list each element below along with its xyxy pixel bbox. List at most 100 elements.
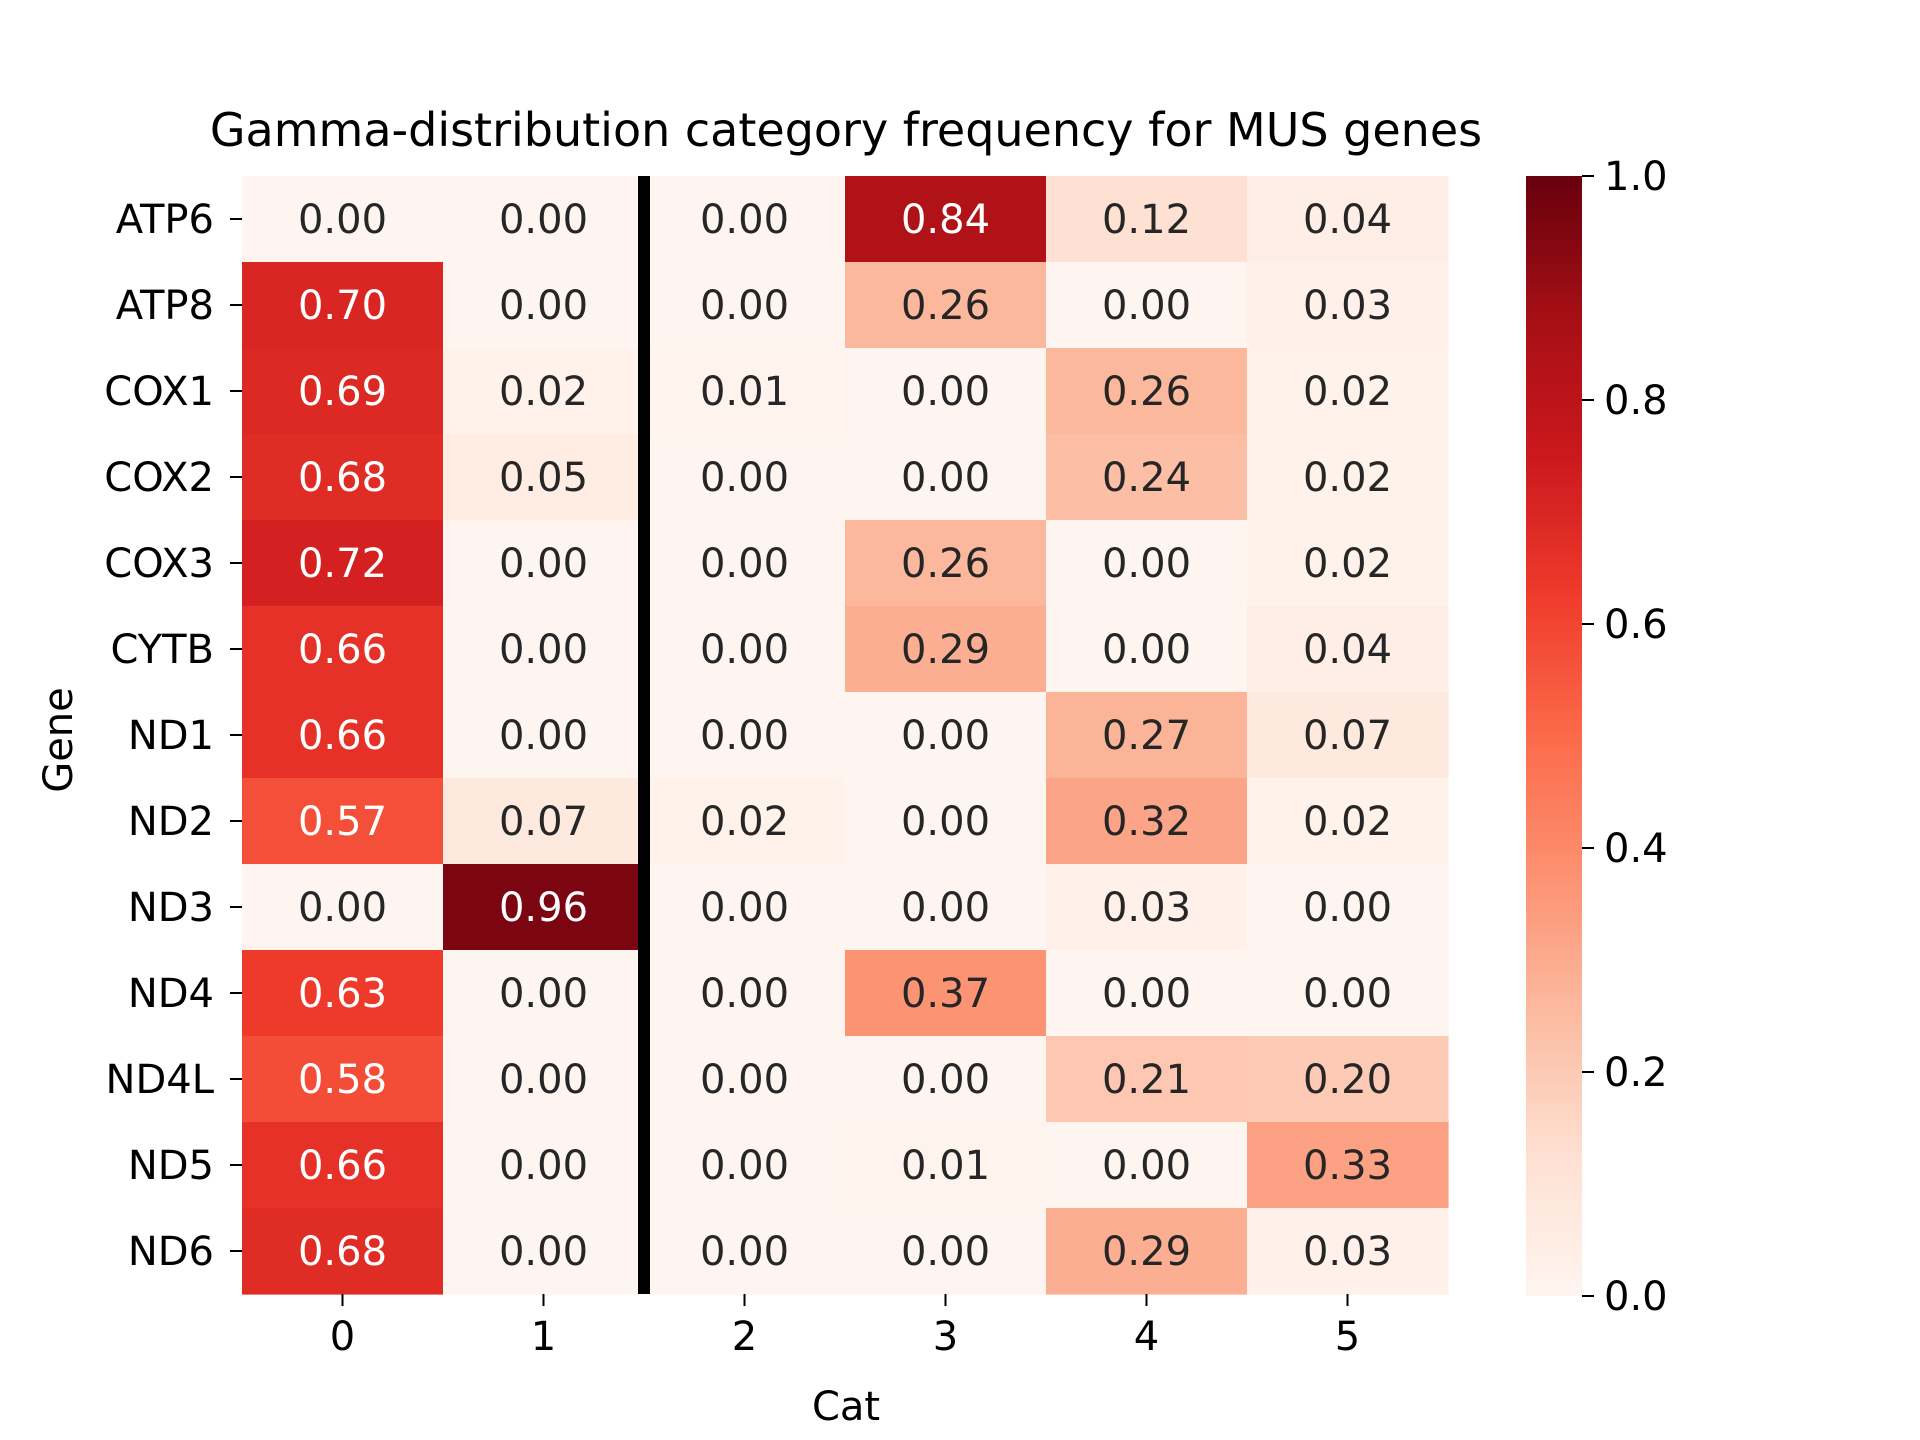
cell-value-label: 0.07	[499, 799, 588, 845]
cell-value-label: 0.00	[700, 541, 789, 587]
heatmap-cell	[845, 692, 1047, 779]
heatmap-cell	[845, 1036, 1047, 1123]
y-tick-label: ND3	[128, 885, 214, 931]
cell-value-label: 0.00	[298, 197, 387, 243]
chart-title: Gamma-distribution category frequency fo…	[210, 103, 1482, 157]
cell-value-label: 0.26	[901, 541, 990, 587]
cell-value-label: 0.00	[700, 197, 789, 243]
cell-value-label: 0.00	[1102, 627, 1191, 673]
heatmap-cell	[242, 1208, 444, 1295]
y-axis: ATP6 ATP8 COX1 COX2 COX3 CYTB ND1 ND2 ND3 ND4 ND4L…	[104, 197, 242, 1275]
cell-value-label: 0.70	[298, 283, 387, 329]
cell-value-label: 0.66	[298, 713, 387, 759]
cell-value-label: 0.00	[700, 283, 789, 329]
heatmap-cell	[1046, 1122, 1248, 1209]
cell-value-label: 0.02	[499, 369, 588, 415]
colorbar	[1526, 176, 1582, 1296]
heatmap-cell	[845, 606, 1047, 693]
colorbar-tick-label: 0.8	[1604, 378, 1668, 424]
heatmap-cell	[1247, 520, 1449, 607]
y-tick-label: ATP6	[116, 197, 214, 243]
heatmap-cell	[644, 692, 846, 779]
heatmap-cell	[242, 950, 444, 1037]
heatmap-cell	[845, 348, 1047, 435]
heatmap-cell	[1046, 692, 1248, 779]
cell-value-label: 0.00	[499, 627, 588, 673]
heatmap-cell	[845, 520, 1047, 607]
heatmap-cell	[845, 434, 1047, 521]
heatmap-cell	[1046, 778, 1248, 865]
cell-value-label: 0.21	[1102, 1057, 1191, 1103]
heatmap-cell	[644, 1036, 846, 1123]
heatmap-cell	[1046, 1208, 1248, 1295]
cell-value-label: 0.33	[1303, 1143, 1392, 1189]
cell-value-label: 0.29	[901, 627, 990, 673]
cell-value-label: 0.03	[1303, 283, 1392, 329]
heatmap-cell	[1046, 434, 1248, 521]
cell-value-label: 0.84	[901, 197, 990, 243]
y-tick-label: ND4	[128, 971, 214, 1017]
cell-value-label: 0.00	[901, 369, 990, 415]
heatmap-cell	[644, 1122, 846, 1209]
cell-value-label: 0.02	[1303, 541, 1392, 587]
x-tick-label: 4	[1134, 1314, 1159, 1360]
cell-value-label: 0.01	[700, 369, 789, 415]
cell-value-label: 0.04	[1303, 197, 1392, 243]
heatmap-cell	[1247, 778, 1449, 865]
cell-value-label: 0.63	[298, 971, 387, 1017]
x-tick-label: 3	[933, 1314, 958, 1360]
heatmap-cell	[443, 262, 645, 349]
x-tick-label: 5	[1335, 1314, 1360, 1360]
heatmap-cell	[644, 606, 846, 693]
cell-value-label: 0.05	[499, 455, 588, 501]
heatmap-cell	[1247, 950, 1449, 1037]
colorbar-tick-label: 0.6	[1604, 602, 1668, 648]
cell-value-label: 0.68	[298, 455, 387, 501]
heatmap-cell	[242, 1036, 444, 1123]
cell-value-label: 0.00	[1303, 971, 1392, 1017]
cell-value-label: 0.26	[1102, 369, 1191, 415]
y-tick-label: ND5	[128, 1143, 214, 1189]
heatmap-cell	[1046, 1036, 1248, 1123]
heatmap-cell	[1046, 864, 1248, 951]
cell-value-label: 0.00	[499, 541, 588, 587]
heatmap-cell	[443, 950, 645, 1037]
x-tick-label: 0	[330, 1314, 355, 1360]
cell-value-label: 0.00	[499, 197, 588, 243]
heatmap-cell	[644, 778, 846, 865]
heatmap-cell	[1046, 262, 1248, 349]
heatmap-cell	[845, 864, 1047, 951]
cell-value-label: 0.58	[298, 1057, 387, 1103]
cell-value-label: 0.04	[1303, 627, 1392, 673]
cell-value-label: 0.00	[901, 1057, 990, 1103]
cell-value-label: 0.00	[901, 885, 990, 931]
heatmap-cell	[1247, 262, 1449, 349]
heatmap-cell	[242, 606, 444, 693]
heatmap-cell	[1046, 176, 1248, 263]
cell-value-label: 0.26	[901, 283, 990, 329]
cell-value-label: 0.02	[1303, 369, 1392, 415]
heatmap-cell	[644, 520, 846, 607]
heatmap-cell	[644, 348, 846, 435]
cell-value-label: 0.68	[298, 1229, 387, 1275]
heatmap-cell	[845, 176, 1047, 263]
heatmap-cell	[1247, 1122, 1449, 1209]
cell-value-label: 0.37	[901, 971, 990, 1017]
heatmap-cell	[644, 176, 846, 263]
cell-value-label: 0.00	[499, 1057, 588, 1103]
heatmap-cell	[644, 864, 846, 951]
heatmap-cell	[644, 434, 846, 521]
cell-value-label: 0.32	[1102, 799, 1191, 845]
cell-value-label: 0.00	[901, 455, 990, 501]
cell-value-label: 0.24	[1102, 455, 1191, 501]
cell-value-label: 0.00	[700, 627, 789, 673]
cell-value-label: 0.00	[1102, 541, 1191, 587]
cell-value-label: 0.00	[700, 971, 789, 1017]
heatmap-cell	[1247, 1208, 1449, 1295]
heatmap-cell-labels: 0.00 0.00 0.00 0.84 0.12 0.04 0.70 0.00 0.00 0.26…	[298, 197, 1392, 1275]
heatmap-cell	[845, 1122, 1047, 1209]
cell-value-label: 0.00	[700, 455, 789, 501]
colorbar-tick-label: 0.2	[1604, 1050, 1668, 1096]
heatmap-cell	[845, 1208, 1047, 1295]
